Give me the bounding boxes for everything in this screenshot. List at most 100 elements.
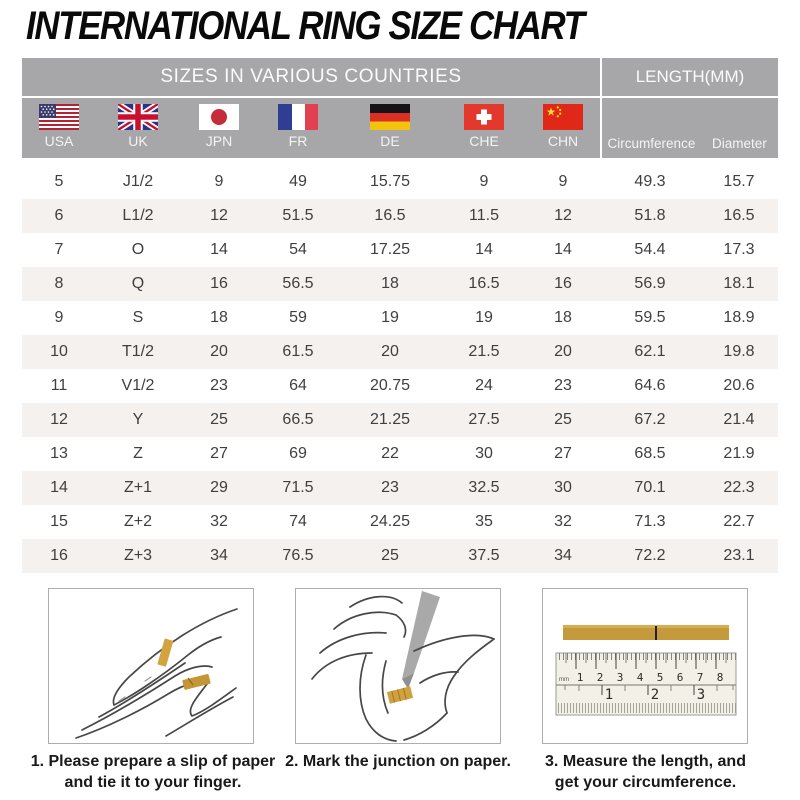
table-cell: 68.5 — [634, 445, 666, 462]
table-cell: 9 — [558, 173, 568, 190]
table-cell: Y — [132, 411, 144, 428]
table-cell: 8 — [54, 275, 64, 292]
table-row: 16 Z+3 34 76.5 25 37.5 34 72.2 23.1 — [22, 539, 778, 573]
table-cell: 56.9 — [634, 275, 666, 292]
table-cell: 13 — [50, 445, 68, 462]
table-cell: 15 — [50, 513, 68, 530]
switzerland-flag-icon — [464, 104, 504, 130]
table-cell: 15.75 — [369, 173, 411, 190]
ruler-cm-number: 8 — [717, 671, 724, 684]
table-cell: 34 — [210, 547, 228, 564]
table-cell: 22.3 — [723, 479, 755, 496]
table-row: 9 S 18 59 19 19 18 59.5 18.9 — [22, 301, 778, 335]
instruction-2-caption: 2. Mark the junction on paper. — [278, 751, 518, 772]
table-cell: 71.3 — [634, 513, 666, 530]
table-cell: L1/2 — [122, 207, 154, 224]
table-row: 7 O 14 54 17.25 14 14 54.4 17.3 — [22, 233, 778, 267]
table-cell: 19 — [381, 309, 399, 326]
table-cell: J1/2 — [122, 173, 154, 190]
hand-with-paper-strip-illustration — [48, 588, 254, 744]
table-cell: 16.5 — [723, 207, 755, 224]
table-cell: T1/2 — [121, 343, 154, 360]
table-cell: 7 — [54, 241, 64, 258]
table-cell: 14 — [210, 241, 228, 258]
table-cell: 14 — [475, 241, 493, 258]
table-cell: 18 — [381, 275, 399, 292]
country-code: DE — [380, 133, 400, 149]
table-row: 10 T1/2 20 61.5 20 21.5 20 62.1 19.8 — [22, 335, 778, 369]
table-cell: 19.8 — [723, 343, 755, 360]
instruction-line: 2. Mark the junction on paper. — [285, 753, 511, 770]
table-cell: 22 — [381, 445, 399, 462]
table-cell: 12 — [210, 207, 228, 224]
length-subheaders: Circumference Diameter — [600, 98, 778, 158]
table-cell: 32 — [210, 513, 228, 530]
ruler-cm-number: 4 — [637, 671, 644, 684]
table-cell: 27.5 — [468, 411, 500, 428]
hand-sketch-icon — [75, 608, 238, 739]
table-row: 8 Q 16 56.5 18 16.5 16 56.9 18.1 — [22, 267, 778, 301]
column-header-de: DE — [338, 98, 442, 158]
pen-marking-sketch-icon — [311, 591, 495, 742]
table-cell: O — [131, 241, 145, 258]
table-cell: Q — [131, 275, 145, 292]
table-cell: 59.5 — [634, 309, 666, 326]
table-row: 14 Z+1 29 71.5 23 32.5 30 70.1 22.3 — [22, 471, 778, 505]
country-code: CHN — [547, 133, 579, 149]
france-flag-icon — [278, 104, 318, 130]
table-cell: 20 — [210, 343, 228, 360]
table-cell: 59 — [289, 309, 307, 326]
ruler-cm-number: 6 — [677, 671, 684, 684]
table-cell: 56.5 — [282, 275, 314, 292]
column-header-jpn: JPN — [180, 98, 258, 158]
diameter-column-header: Diameter — [712, 136, 767, 151]
table-cell: 21.4 — [723, 411, 755, 428]
japan-flag-icon — [199, 104, 239, 130]
ruler-icon: mm 1 2 3 4 5 6 7 8 1 2 3 — [555, 625, 737, 716]
table-cell: 9 — [54, 309, 64, 326]
length-group-header: LENGTH(MM) — [600, 58, 778, 96]
ruler-cm-number: 3 — [617, 671, 624, 684]
ruler-cm-number: 7 — [697, 671, 704, 684]
table-row: 11 V1/2 23 64 20.75 24 23 64.6 20.6 — [22, 369, 778, 403]
table-group-header-row: SIZES IN VARIOUS COUNTRIES LENGTH(MM) — [22, 58, 778, 98]
table-cell: 14 — [554, 241, 572, 258]
table-row: 6 L1/2 12 51.5 16.5 11.5 12 51.8 16.5 — [22, 199, 778, 233]
table-cell: 17.25 — [369, 241, 411, 258]
table-cell: 25 — [554, 411, 572, 428]
table-cell: V1/2 — [121, 377, 155, 394]
table-cell: 12 — [50, 411, 68, 428]
table-cell: 54 — [289, 241, 307, 258]
header-body-gap — [22, 158, 778, 165]
table-cell: 19 — [475, 309, 493, 326]
table-cell: 20.6 — [723, 377, 755, 394]
ruler-measuring-strip-illustration: mm 1 2 3 4 5 6 7 8 1 2 3 — [542, 588, 748, 744]
table-cell: Z+1 — [123, 479, 152, 496]
column-header-fr: FR — [258, 98, 338, 158]
table-cell: 35 — [475, 513, 493, 530]
table-body: 5 J1/2 9 49 15.75 9 9 49.3 15.7 6 L1/2 12 51.5 16.5 11… — [22, 165, 778, 573]
column-header-chn: CHN — [526, 98, 600, 158]
table-cell: 32.5 — [468, 479, 500, 496]
country-code: JPN — [205, 133, 233, 149]
table-cell: 14 — [50, 479, 68, 496]
table-cell: 69 — [289, 445, 307, 462]
circumference-column-header: Circumference — [607, 136, 696, 151]
table-cell: 9 — [479, 173, 489, 190]
table-cell: 21.25 — [369, 411, 411, 428]
table-cell: 34 — [554, 547, 572, 564]
table-cell: 72.2 — [634, 547, 666, 564]
instruction-line: get your circumference. — [554, 774, 737, 791]
country-code: USA — [44, 133, 74, 149]
table-cell: 29 — [210, 479, 228, 496]
table-cell: 11.5 — [469, 207, 499, 224]
table-cell: 30 — [554, 479, 572, 496]
table-cell: 16.5 — [374, 207, 406, 224]
table-cell: Z — [133, 445, 143, 462]
table-cell: 18 — [554, 309, 572, 326]
column-header-usa: USA — [22, 98, 96, 158]
table-cell: 18.9 — [723, 309, 755, 326]
country-code: CHE — [469, 133, 499, 149]
column-header-che: CHE — [442, 98, 526, 158]
table-cell: 64.6 — [634, 377, 666, 394]
